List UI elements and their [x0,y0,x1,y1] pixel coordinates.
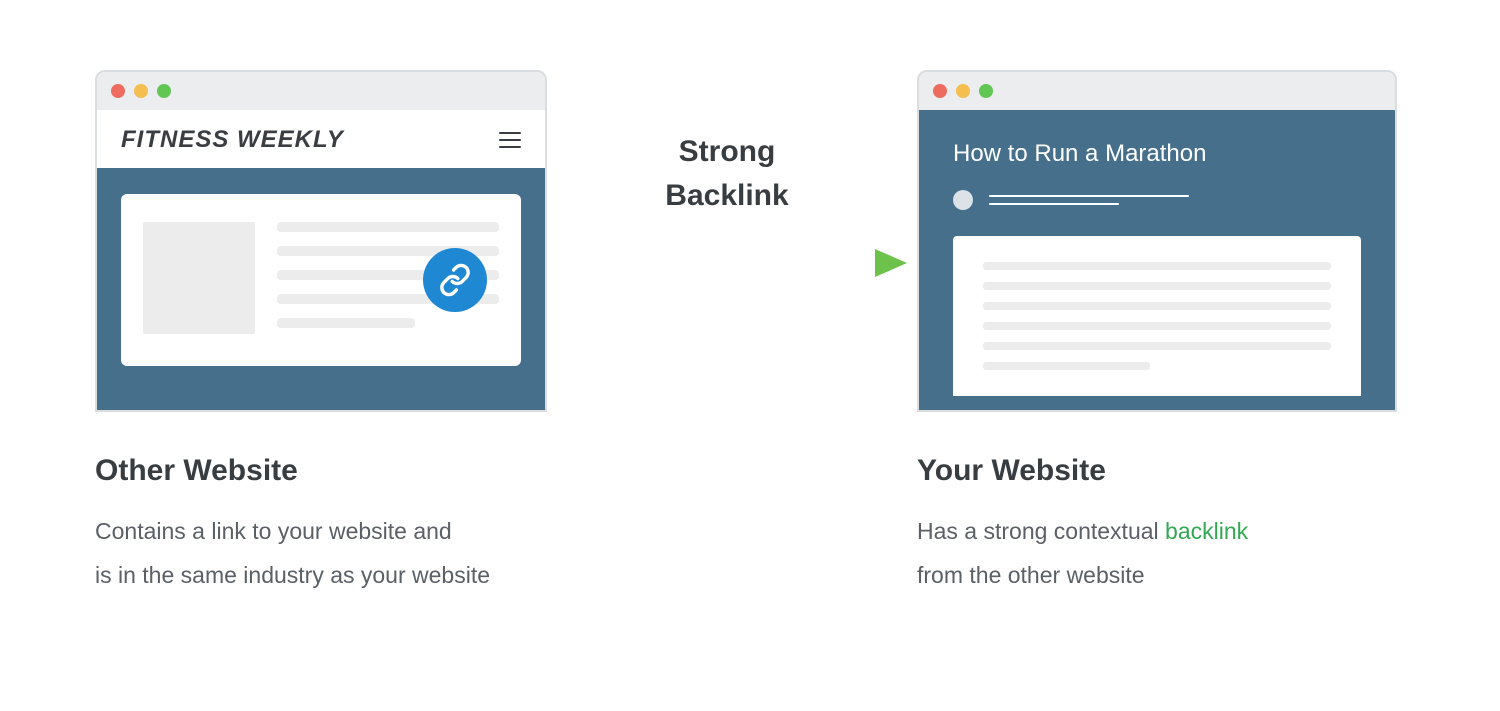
window-titlebar [97,72,545,110]
article-thumbnail [143,222,255,334]
content-line [983,302,1331,310]
article-content [953,236,1361,396]
content-line [983,322,1331,330]
byline-lines [989,195,1189,205]
site-body [97,168,545,412]
article-body: How to Run a Marathon [919,110,1395,412]
article-preview-card [121,194,521,366]
arrow [547,243,907,288]
traffic-light-green [157,84,171,98]
caption-line1: Contains a link to your website and [95,518,452,544]
link-icon[interactable] [423,248,487,312]
traffic-light-yellow [134,84,148,98]
site-title: FITNESS WEEKLY [121,126,344,154]
traffic-light-red [933,84,947,98]
caption-body: Has a strong contextual backlink from th… [917,510,1405,597]
traffic-light-green [979,84,993,98]
connector-label: Strong Backlink [665,130,788,217]
your-website-window: How to Run a Marathon [917,70,1397,412]
byline-line [989,195,1189,197]
content-line [983,282,1331,290]
other-website-window: FITNESS WEEKLY [95,70,547,412]
caption-title: Your Website [917,454,1405,488]
article-byline [953,190,1361,210]
content-line [983,262,1331,270]
caption-other-website: Other Website Contains a link to your we… [95,454,755,597]
placeholder-line [277,318,415,328]
caption-title: Other Website [95,454,755,488]
byline-line [989,203,1119,205]
placeholder-line [277,222,499,232]
connector-label-line1: Strong [679,135,776,168]
content-line [983,342,1331,350]
traffic-light-red [111,84,125,98]
caption-line2: from the other website [917,562,1145,588]
author-avatar [953,190,973,210]
hamburger-icon[interactable] [499,132,521,148]
traffic-light-yellow [956,84,970,98]
windows-row: FITNESS WEEKLY [95,70,1405,412]
caption-highlight: backlink [1165,518,1248,544]
infographic-stage: FITNESS WEEKLY [95,70,1405,597]
caption-line1-prefix: Has a strong contextual [917,518,1165,544]
caption-body: Contains a link to your website and is i… [95,510,755,597]
article-title: How to Run a Marathon [953,140,1361,168]
connector: Strong Backlink [547,130,907,288]
window-titlebar [919,72,1395,110]
captions-row: Other Website Contains a link to your we… [95,454,1405,597]
connector-label-line2: Backlink [665,179,788,212]
content-line [983,362,1150,370]
caption-line2: is in the same industry as your website [95,562,490,588]
caption-your-website: Your Website Has a strong contextual bac… [917,454,1405,597]
site-header: FITNESS WEEKLY [97,110,545,168]
